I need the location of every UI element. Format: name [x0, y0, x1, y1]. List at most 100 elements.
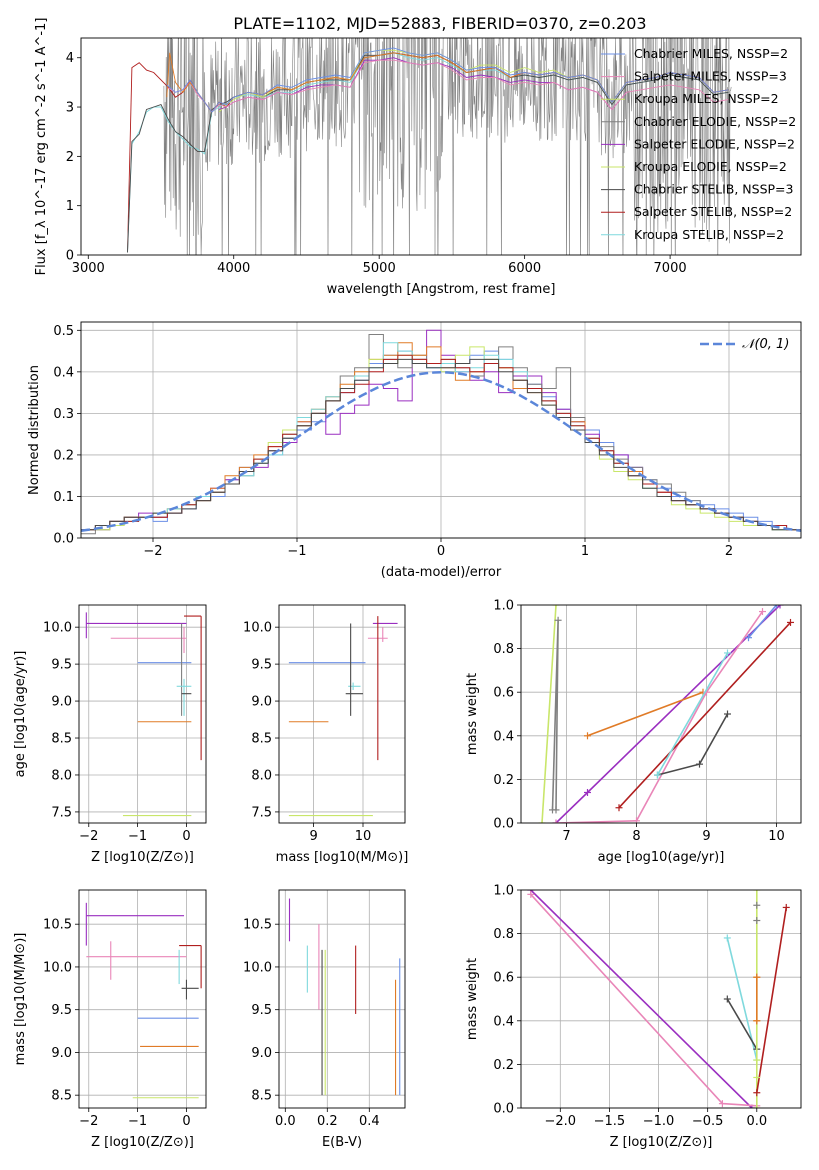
y-tick-label: 10.5	[43, 918, 72, 933]
x-axis-label: E(B-V)	[322, 1135, 362, 1150]
legend-label: Kroupa ELODIE, NSSP=2	[634, 159, 787, 174]
y-tick-label: 0.0	[53, 532, 74, 547]
x-axis-label: Z [log10(Z/Z⊙)]	[91, 850, 194, 865]
x-axis-label: Z [log10(Z/Z⊙)]	[91, 1135, 194, 1150]
y-tick-label: 0.2	[493, 1058, 514, 1073]
axes-frame	[80, 321, 802, 539]
x-tick-label: 7	[562, 829, 570, 844]
x-tick-label: 10	[355, 829, 372, 844]
x-tick-label: 6000	[508, 261, 541, 276]
y-tick-label: 0.4	[493, 729, 514, 744]
y-tick-label: 1.0	[493, 599, 514, 614]
observed-spectrum-line	[163, 38, 732, 255]
plot-area-mass_vs_EBV	[288, 898, 401, 1096]
x-tick-label: −1	[128, 1114, 147, 1129]
y-tick-label: 9.0	[51, 1046, 72, 1061]
y-tick-label: 9.5	[251, 658, 272, 673]
legend-label: Chabrier STELIB, NSSP=3	[634, 182, 794, 197]
y-tick-label: 0.4	[53, 365, 74, 380]
y-tick-label: 7.5	[51, 805, 72, 820]
y-axis-label: Normed distribution	[27, 365, 42, 495]
y-tick-label: 8.0	[51, 768, 72, 783]
y-axis-label: age [log10(age/yr)]	[13, 651, 28, 778]
x-axis-label: (data-model)/error	[381, 565, 502, 580]
x-tick-label: 0	[182, 829, 190, 844]
legend-label: Kroupa STELIB, NSSP=2	[634, 227, 784, 242]
y-tick-label: 0.5	[53, 324, 74, 339]
y-tick-label: 0.6	[493, 971, 514, 986]
plot-area-mass_weight_vs_age	[538, 605, 794, 823]
y-tick-label: 0.8	[493, 927, 514, 942]
y-axis-label: mass weight	[465, 673, 480, 755]
model-spectrum-chabrier-miles	[166, 47, 729, 113]
x-axis-label: age [log10(age/yr)]	[598, 850, 725, 865]
x-tick-label: 10	[768, 829, 785, 844]
model-spectrum-salpeter-miles	[166, 59, 729, 113]
y-tick-label: 0.0	[493, 1102, 514, 1117]
axes-mass_weight_vs_Z: −2.0 −1.5 −1.0 −0.5 0.0 0.0 0.2 0.4 0.6 0.8 1.0 Z […	[465, 884, 802, 1150]
plot-area-age_vs_mass	[288, 616, 398, 817]
x-tick-label: 0.0	[746, 1114, 767, 1129]
y-tick-label: 4	[66, 51, 74, 66]
normal-curve-line	[81, 371, 801, 532]
x-tick-label: 0	[182, 1114, 190, 1129]
axes-residuals: −2 −1 0 1 2 0.0 0.1 0.2 0.3 0.4 0.5 (data-model)/er…	[27, 321, 802, 580]
x-tick-label: 2	[725, 544, 733, 559]
x-axis-label: Z [log10(Z/Z⊙)]	[610, 1135, 713, 1150]
mass-weight-line-orange	[587, 691, 704, 737]
plot-area-spectrum	[127, 38, 732, 255]
y-tick-label: 8.5	[51, 732, 72, 747]
x-tick-label: −0.5	[692, 1114, 724, 1129]
x-tick-label: 8	[632, 829, 640, 844]
x-tick-label: 0.2	[317, 1114, 338, 1129]
axes-frame	[520, 889, 802, 1109]
mass-weight-line-salpeter-miles	[555, 611, 764, 823]
x-tick-label: 9	[702, 829, 710, 844]
x-tick-label: 0.4	[359, 1114, 380, 1129]
y-tick-label: 1.0	[493, 884, 514, 899]
y-tick-label: 8.5	[251, 1089, 272, 1104]
legend-label: Chabrier ELODIE, NSSP=2	[634, 114, 796, 129]
mass-weight-line-chabrier-miles	[747, 605, 778, 639]
x-tick-label: −1	[287, 544, 306, 559]
x-tick-label: 3000	[72, 261, 105, 276]
mass-weight-line-salpeter-elodie	[530, 890, 753, 1108]
legend-label: Salpeter STELIB, NSSP=2	[634, 204, 792, 219]
y-tick-label: 8.0	[251, 768, 272, 783]
axes-frame	[80, 37, 802, 256]
plot-area-residuals	[81, 329, 801, 535]
x-tick-label: 4000	[217, 261, 250, 276]
x-tick-label: −2.0	[545, 1114, 577, 1129]
axes-frame	[78, 889, 207, 1109]
y-tick-label: 0.1	[53, 490, 74, 505]
y-tick-label: 0.4	[493, 1014, 514, 1029]
mass-weight-line-salpeter-stelib	[756, 907, 788, 1093]
axes-age_vs_Z: −2 −1 0 7.5 8.0 8.5 9.0 9.5 10.0 Z [log10(Z/Z⊙)] a…	[13, 604, 207, 865]
x-tick-label: −1.0	[643, 1114, 675, 1129]
axes-frame	[278, 604, 406, 824]
y-axis-label: Flux [f_λ 10^-17 erg cm^-2 s^-1 A^-1]	[34, 18, 49, 276]
x-tick-label: −2	[79, 829, 98, 844]
y-tick-label: 9.0	[251, 1046, 272, 1061]
plot-area-age_vs_Z	[85, 612, 202, 817]
axes-spectrum: 3000 4000 5000 6000 7000 0 1 2 3 4 wavelength [Ang…	[34, 18, 802, 297]
x-tick-label: 5000	[363, 261, 396, 276]
x-tick-label: 9	[309, 829, 317, 844]
x-axis-label: mass [log10(M/M⊙)]	[276, 850, 409, 865]
x-tick-label: −2	[143, 544, 162, 559]
y-tick-label: 10.5	[243, 918, 272, 933]
y-tick-label: 0	[66, 249, 74, 264]
x-axis-label: wavelength [Angstrom, rest frame]	[327, 282, 556, 297]
y-tick-label: 2	[66, 150, 74, 165]
y-axis-label: mass weight	[465, 958, 480, 1040]
axes-frame	[520, 604, 802, 824]
y-tick-label: 9.5	[51, 658, 72, 673]
y-tick-label: 9.5	[51, 1003, 72, 1018]
y-tick-label: 10.0	[43, 960, 72, 975]
y-axis-label: mass [log10(M/M⊙)]	[13, 933, 28, 1066]
y-tick-label: 7.5	[251, 805, 272, 820]
y-tick-label: 8.5	[251, 732, 272, 747]
y-tick-label: 10.0	[243, 960, 272, 975]
mass-weight-line-chabrier-stelib	[726, 998, 758, 1050]
